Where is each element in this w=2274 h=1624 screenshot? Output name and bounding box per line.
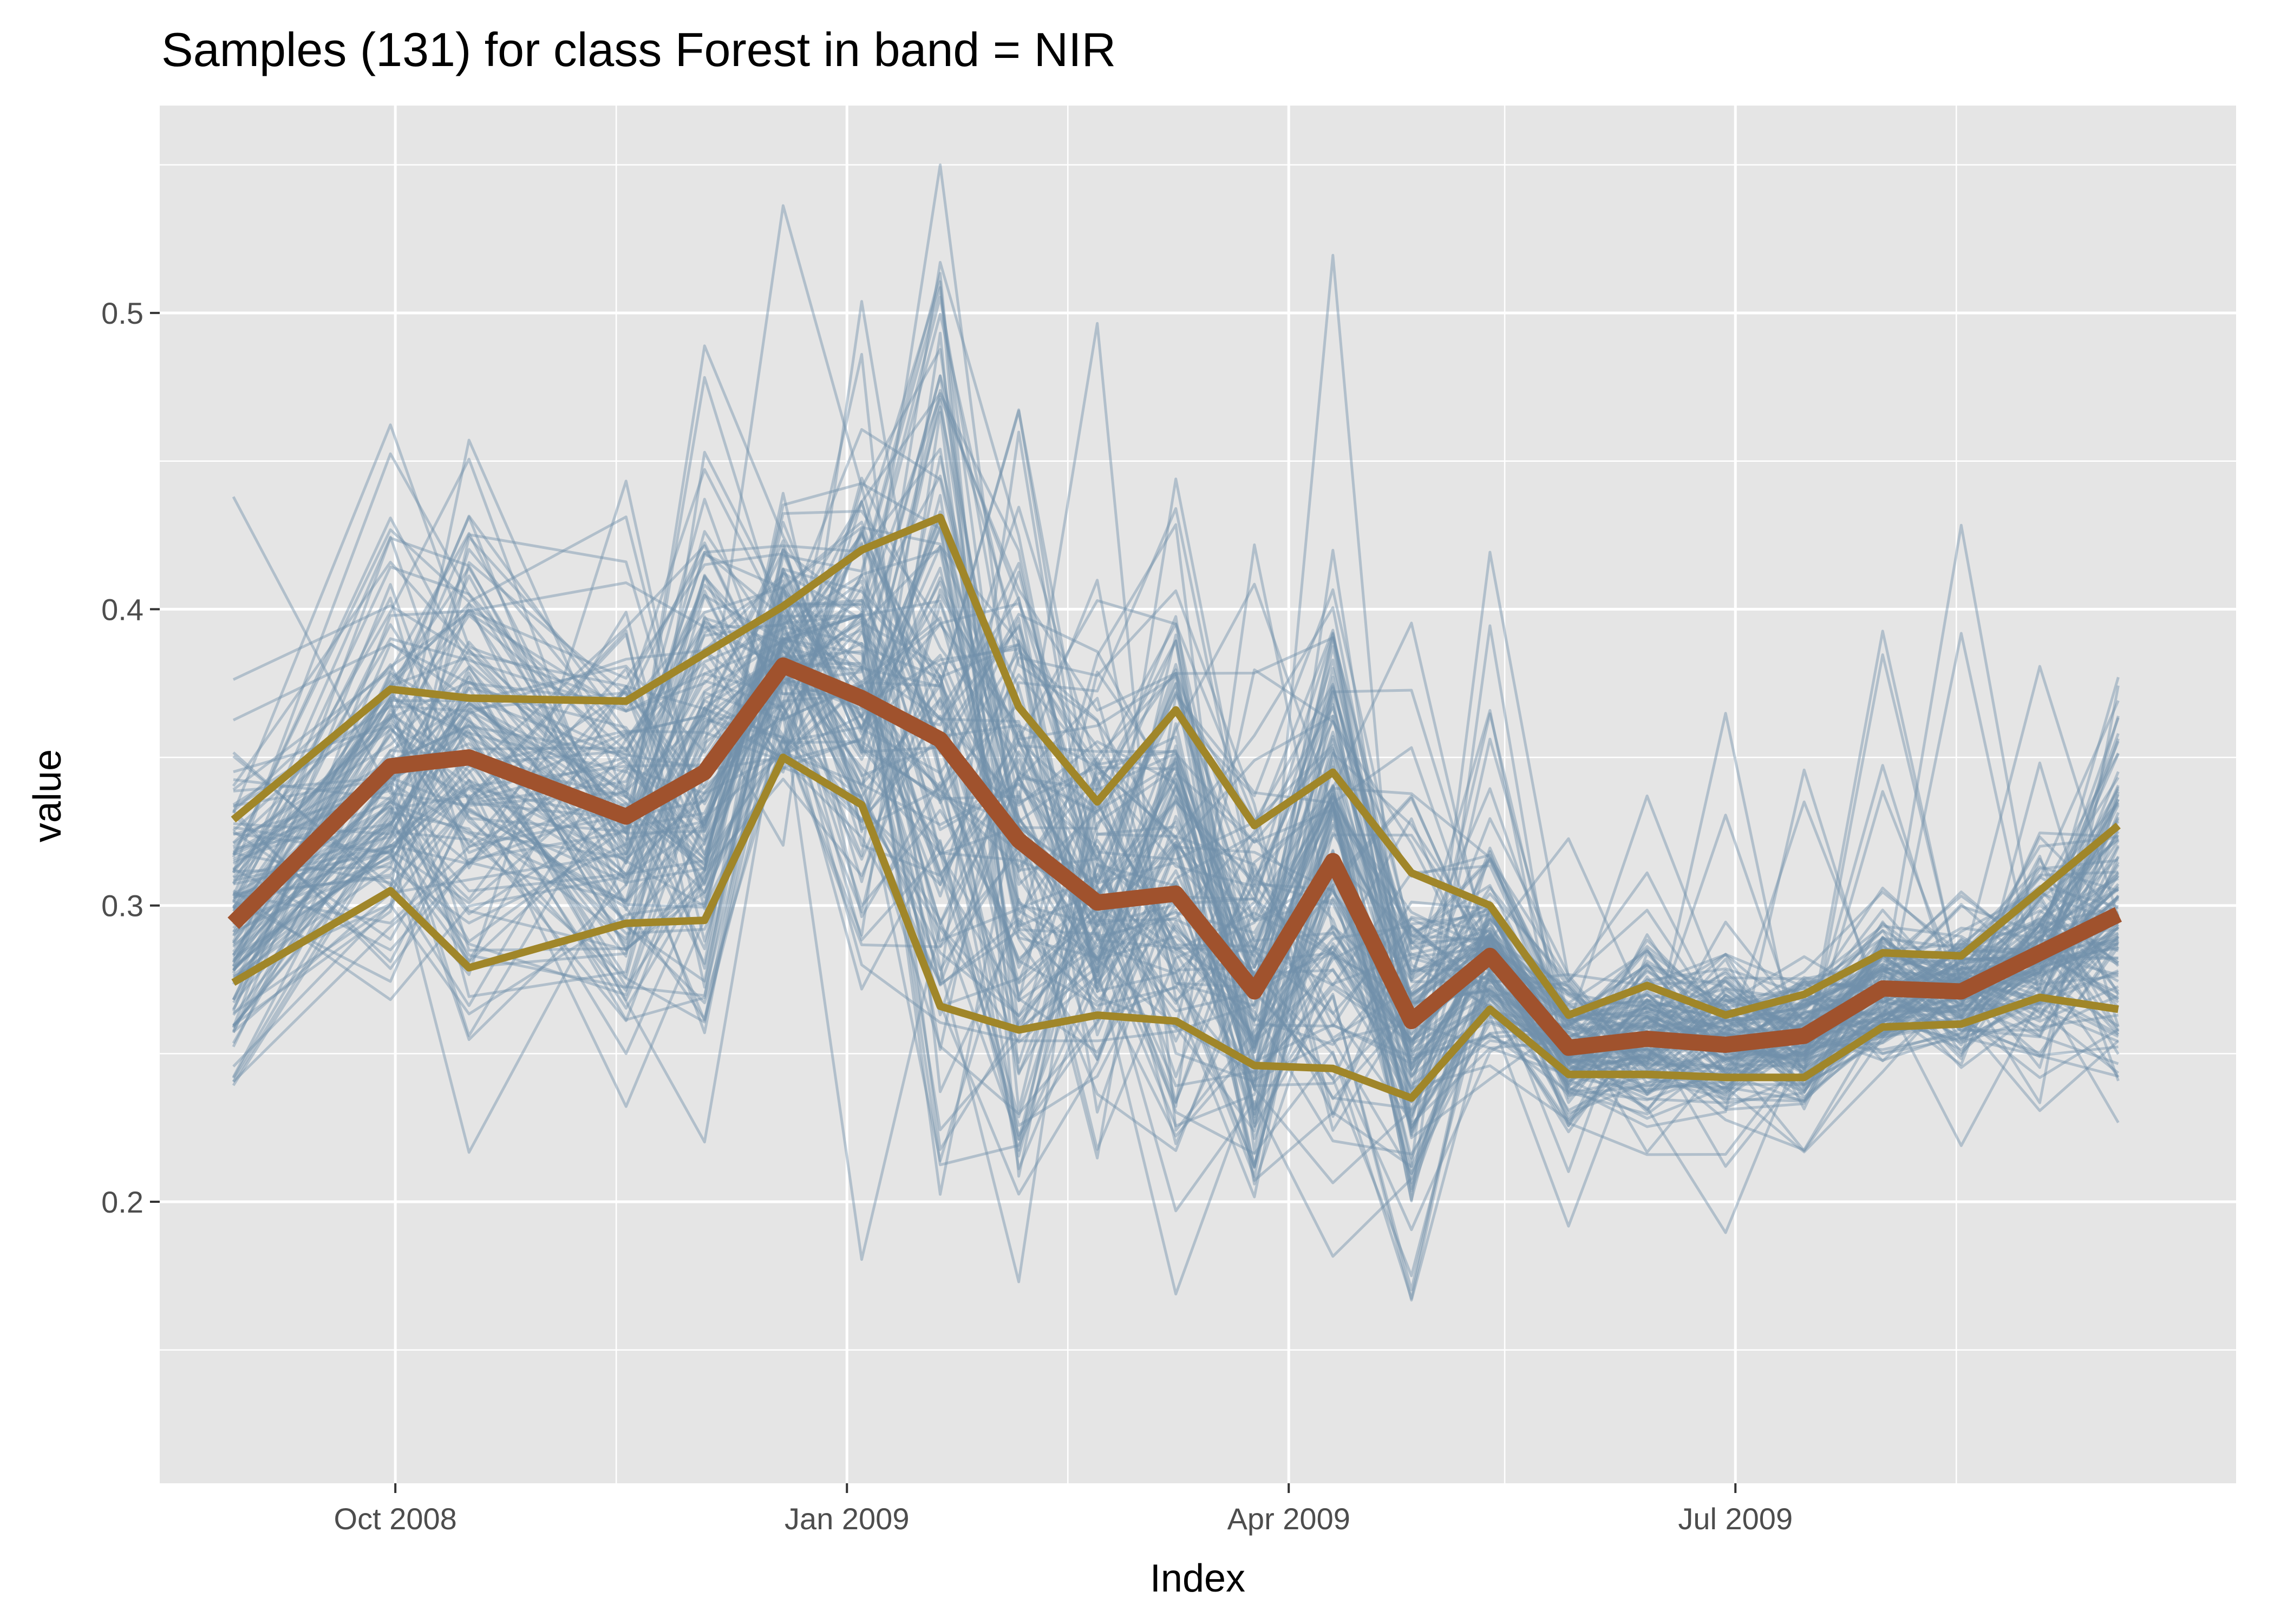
x-axis-title: Index: [1150, 1557, 1245, 1600]
y-tick-label: 0.5: [101, 296, 143, 330]
sample-line: [232, 603, 2120, 1062]
sample-line: [232, 261, 2119, 1123]
y-tick-label: 0.3: [101, 889, 143, 923]
sample-line: [232, 551, 2120, 1141]
sample-line: [232, 396, 2120, 1064]
sample-line: [232, 618, 2119, 1302]
sample-line: [233, 611, 2120, 1145]
sample-line: [232, 615, 2120, 1115]
x-tick-label: Jul 2009: [1678, 1502, 1793, 1536]
sample-line: [232, 573, 2120, 1052]
sample-line: [232, 679, 2119, 1154]
sample-line: [232, 604, 2120, 1036]
sample-line: [232, 671, 2120, 1232]
sample-line: [232, 614, 2120, 1083]
x-tick-label: Oct 2008: [334, 1502, 457, 1536]
sample-line: [233, 272, 2119, 1078]
sample-line: [232, 574, 2119, 1104]
sample-line: [232, 656, 2120, 1137]
sample-line: [232, 376, 2120, 1169]
sample-line: [232, 726, 2119, 1168]
sample-line: [232, 599, 2120, 1078]
y-tick-label: 0.4: [101, 592, 143, 626]
sample-line: [232, 562, 2120, 1175]
sample-line: [232, 649, 2119, 1261]
sample-line: [232, 548, 2120, 1130]
sample-line: [233, 411, 2119, 1095]
sample-line: [232, 501, 2120, 1010]
sample-line: [232, 637, 2120, 1184]
sample-line: [232, 509, 2119, 1027]
sample-line: [232, 684, 2119, 1104]
plot-panel: [160, 106, 2236, 1483]
sample-line: [233, 551, 2120, 1182]
median-line: [227, 657, 2122, 1056]
sample-line: [233, 280, 2119, 1178]
sample-line: [233, 480, 2120, 1132]
sample-line: [232, 603, 2119, 1300]
sample-line: [232, 624, 2120, 1203]
lower-line: [231, 754, 2119, 1102]
sample-line: [232, 683, 2119, 1156]
sample-line: [232, 565, 2119, 1196]
sample-line: [232, 548, 2120, 1089]
summary-lines: [227, 513, 2122, 1102]
sample-line: [232, 650, 2120, 1154]
sample-line: [232, 322, 2119, 1132]
y-axis: 0.2 0.3 0.4 0.5: [101, 296, 160, 1219]
sample-line: [232, 545, 2120, 1168]
sample-line: [232, 580, 2119, 1052]
sample-line: [232, 533, 2120, 1061]
x-axis: Oct 2008 Jan 2009 Apr 2009 Jul 2009: [334, 1483, 1793, 1536]
sample-line: [232, 398, 2119, 1113]
sample-line: [232, 520, 2120, 1175]
sample-line: [233, 163, 2119, 1199]
sample-line: [232, 494, 2120, 1109]
upper-line: [231, 513, 2121, 1019]
sample-line: [232, 286, 2119, 1071]
sample-line: [232, 579, 2120, 1066]
sample-line: [232, 296, 2120, 1070]
y-axis-title: value: [26, 749, 69, 842]
sample-line: [232, 615, 2119, 1116]
sample-line: [232, 595, 2120, 1104]
sample-line: [232, 515, 2120, 1053]
sample-line: [233, 523, 2120, 1155]
sample-line: [232, 527, 2120, 1061]
sample-line: [233, 674, 2120, 1201]
x-tick-label: Apr 2009: [1227, 1502, 1350, 1536]
chart-title: Samples (131) for class Forest in band =…: [161, 23, 1116, 76]
sample-line: [233, 647, 2119, 1162]
sample-line: [232, 699, 2120, 1295]
sample-line: [232, 348, 2119, 1070]
minor-gridlines: [160, 106, 2236, 1483]
sample-line: [232, 536, 2119, 1117]
sample-line: [232, 541, 2119, 1151]
sample-line: [232, 455, 2119, 1168]
sample-line: [233, 544, 2119, 1092]
sample-line: [232, 375, 2119, 1184]
sample-line: [232, 650, 2119, 1173]
sample-line: [232, 549, 2119, 1101]
sample-line: [232, 590, 2120, 1050]
sample-line: [232, 588, 2119, 1228]
sample-line: [232, 476, 2120, 1072]
sample-line: [232, 438, 2119, 1078]
sample-line: [232, 542, 2120, 1061]
sample-line: [233, 254, 2119, 1137]
sample-line: [232, 566, 2120, 1093]
sample-line: [232, 392, 2119, 1030]
x-tick-label: Jan 2009: [785, 1502, 909, 1536]
sample-line: [232, 409, 2120, 1058]
sample-line: [232, 714, 2120, 1160]
y-tick-label: 0.2: [101, 1185, 143, 1219]
sample-line: [232, 697, 2119, 1190]
sample-line: [232, 474, 2120, 1152]
